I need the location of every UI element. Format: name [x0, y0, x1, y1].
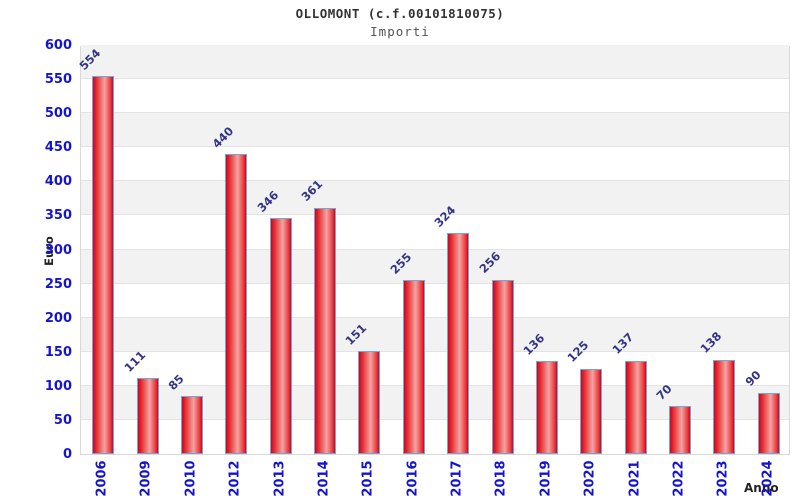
y-tick-label: 350 [44, 208, 72, 224]
y-tick-label: 100 [44, 378, 72, 394]
y-tick-label: 600 [44, 38, 72, 53]
x-tick-label: 2013 [272, 459, 288, 497]
y-tick-label: 50 [53, 412, 72, 428]
gridline [81, 316, 789, 318]
x-tick-label: 2018 [494, 459, 510, 497]
gridline [81, 214, 789, 216]
gridline [81, 112, 789, 114]
bar-value-label: 111 [121, 347, 148, 375]
x-tick-label: 2012 [227, 459, 243, 497]
y-tick-label: 200 [44, 310, 72, 326]
plot-area: 554 111 85 440 346 361 151 255 324 256 136 125 137 70… [77, 45, 790, 455]
bar-2019 [535, 361, 558, 454]
y-tick-label: 400 [44, 174, 72, 190]
y-tick-label: 0 [62, 447, 72, 462]
bar-2012 [225, 154, 248, 454]
x-tick-label: 2019 [538, 459, 554, 497]
gridline [81, 350, 789, 352]
y-tick-label: 550 [44, 72, 72, 88]
bar-2020 [580, 368, 603, 454]
x-tick-label: 2009 [139, 459, 155, 497]
plot-band [81, 45, 789, 80]
bar-2010 [180, 396, 203, 454]
x-tick-label: 2021 [627, 459, 643, 497]
x-tick-label: 2010 [183, 459, 199, 497]
y-tick-label: 500 [44, 106, 72, 122]
bar-2009 [136, 378, 159, 454]
bar-2018 [491, 279, 514, 454]
x-tick-label: 2006 [94, 459, 110, 497]
gridline [81, 146, 789, 148]
bar-2016 [402, 280, 425, 454]
y-tick-label: 150 [44, 344, 72, 360]
bar-2023 [713, 359, 736, 454]
bar-2024 [757, 392, 780, 454]
plot-band [81, 181, 789, 216]
x-tick-label: 2022 [671, 459, 687, 497]
chart-title: OLLOMONT (c.f.00101810075) [295, 6, 505, 21]
y-tick-label: 300 [44, 242, 72, 258]
plot-band [81, 249, 789, 284]
bar-2014 [314, 207, 337, 454]
gridline [81, 180, 789, 182]
x-tick-label: 2014 [316, 459, 332, 497]
gridline [81, 248, 789, 250]
x-tick-label: 2015 [360, 459, 376, 497]
bar-2022 [669, 406, 692, 454]
gridline [81, 282, 789, 284]
x-tick-label: 2017 [449, 459, 465, 497]
x-tick-label: 2016 [405, 459, 421, 497]
bar-2015 [358, 351, 381, 454]
bar-2013 [269, 218, 292, 454]
bar-2017 [447, 233, 470, 454]
bar-2006 [92, 76, 115, 454]
plot-band [81, 317, 789, 352]
plot-band [81, 113, 789, 148]
gridline [81, 418, 789, 420]
x-tick-label: 2024 [760, 459, 776, 497]
x-tick-label: 2020 [582, 459, 598, 497]
y-tick-label: 250 [44, 276, 72, 292]
gridline [81, 384, 789, 386]
chart-subtitle: Importi [370, 24, 430, 39]
bar-2021 [624, 360, 647, 454]
x-tick-label: 2023 [715, 459, 731, 497]
y-tick-label: 450 [44, 140, 72, 156]
x-axis-title: Anno [744, 481, 779, 495]
gridline [81, 78, 789, 80]
